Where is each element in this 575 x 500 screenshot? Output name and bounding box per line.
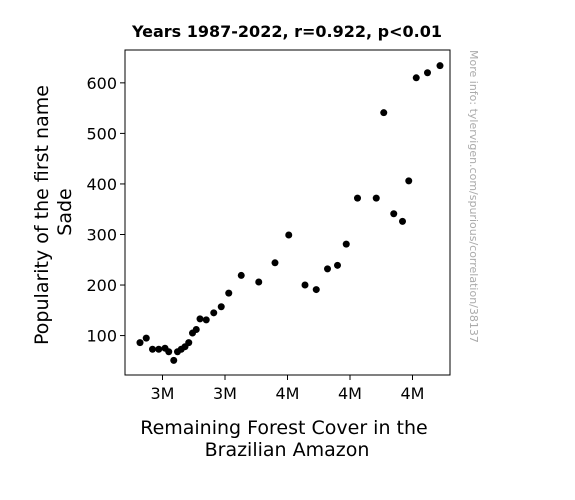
x-tick-label: 4M [401,384,425,403]
data-point [149,345,156,353]
x-axis: 3M 3M 4M 4M 4M [151,375,425,403]
y-axis-label-line-1: Popularity of the first name [31,85,53,345]
data-point [334,261,341,269]
data-point [237,271,245,279]
y-tick-label: 300 [86,225,117,244]
watermark-text: More info: tylervigen.com/spurious/corre… [467,50,480,343]
data-point [155,345,163,353]
data-point [399,217,406,225]
x-tick-label: 3M [213,384,237,403]
data-point [185,339,193,347]
x-tick-label: 3M [151,384,175,403]
data-point [405,177,413,185]
data-point [217,303,225,311]
data-points [136,62,444,364]
data-point [142,334,150,342]
y-tick-label: 400 [86,175,117,194]
x-tick-label: 4M [338,384,362,403]
x-axis-label: Remaining Forest Cover in the Brazilian … [140,417,434,461]
y-tick-label: 100 [86,327,117,346]
data-point [210,309,218,317]
data-point [136,339,144,347]
data-point [170,356,178,364]
data-point [380,109,388,117]
data-point [324,265,331,273]
data-point [390,210,398,218]
x-tick-label: 4M [276,384,300,403]
data-point [165,348,173,356]
data-point [354,194,361,202]
data-point [312,286,320,294]
data-point [225,289,233,297]
data-point [342,240,350,248]
plot-area [124,49,451,376]
data-point [412,74,420,82]
data-point [372,194,380,202]
y-tick-label: 600 [86,74,117,93]
data-point [424,69,431,77]
y-tick-label: 200 [86,276,117,295]
x-axis-label-line-1: Remaining Forest Cover in the [140,417,428,439]
data-point [202,316,210,324]
x-axis-label-line-2: Brazilian Amazon [205,439,370,461]
y-axis: 100 200 300 400 500 600 [86,74,125,346]
data-point [271,259,279,267]
data-point [255,278,263,286]
y-tick-label: 500 [86,124,117,143]
data-point [301,281,309,289]
y-axis-label: Popularity of the first name Sade [31,79,76,345]
data-point [192,326,200,334]
data-point [196,315,204,323]
chart-title: Years 1987-2022, r=0.922, p<0.01 [131,22,442,41]
data-point [436,62,444,70]
y-axis-label-line-2: Sade [54,188,76,235]
data-point [285,231,293,239]
